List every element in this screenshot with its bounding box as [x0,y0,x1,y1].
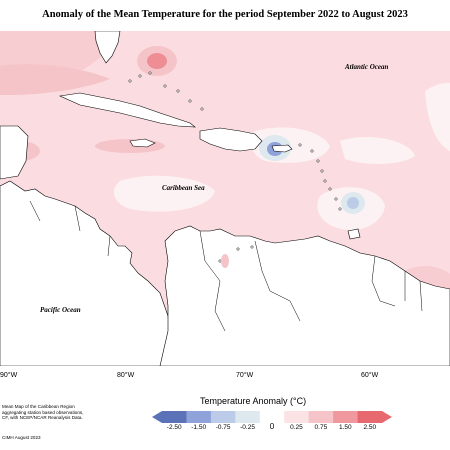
legend-tick-label: 1.50 [339,424,352,431]
legend-tick-label: -0.75 [215,424,231,431]
hispaniola-land [199,127,263,152]
lesser-antilles-neutral-area [340,136,415,164]
anomaly-map [0,31,450,366]
legend-segment [259,411,285,423]
legend-segment [357,411,383,423]
legend-tick-label: 0.75 [314,424,328,431]
legend-segment [186,411,212,423]
notes-line-3: CF, with NCEP/NCAR Reanalysis Data. [2,415,83,421]
central-caribbean-neutral-area [114,175,215,212]
longitude-label-90w: 90°W [0,372,18,379]
legend-segment [210,411,236,423]
longitude-label-60w: 60°W [361,372,379,379]
legend-tick-label: 2.50 [363,424,377,431]
warm-anomaly-maracaibo [221,254,229,268]
legend-cap-right [382,411,392,423]
longitude-label-80w: 80°W [117,372,135,379]
source-stamp: CIMH August 2023 [2,435,41,440]
legend-segment [162,411,187,423]
pacific-ocean-label: Pacific Ocean [40,306,81,314]
legend-segment [333,411,358,423]
florida-land [94,31,121,64]
south-america-land [159,225,450,366]
longitude-label-70w: 70°W [236,372,254,379]
legend-segment [308,411,334,423]
map-title: Anomaly of the Mean Temperature for the … [42,9,408,20]
anomaly-map-canvas [0,31,450,366]
gulf-warm-patch [0,64,110,96]
warm-anomaly-bahamas-core [147,53,167,69]
caribbean-sea-label: Caribbean Sea [162,184,205,192]
map-notes: Mean Map of the Caribbean Region aggrega… [2,404,83,421]
legend-tick-label: -0.25 [240,424,255,431]
land-masses [0,31,450,366]
legend-segment [284,411,309,423]
legend-segment [235,411,261,423]
far-east-neutral-area [425,82,450,151]
legend-tick-label: -1.50 [191,424,207,431]
legend-segments [152,411,392,423]
cuba-land [58,92,196,128]
cool-anomaly-windward-core [347,197,359,209]
legend-title: Temperature Anomaly (°C) [200,396,307,406]
notes-line-2: aggregating station based observations, [2,409,84,415]
jamaica-land [129,138,156,148]
puerto-rico-land [271,144,293,153]
legend-cap-left [152,411,162,423]
atlantic-ocean-label: Atlantic Ocean [345,63,389,71]
trinidad-land [347,228,361,240]
legend-tick-label: 0 [269,422,275,431]
color-scale-bar [152,411,392,423]
country-borders [29,200,423,332]
legend-tick-label: -2.50 [166,424,182,431]
notes-line-1: Mean Map of the Caribbean Region [2,404,75,409]
legend-tick-label: 0.25 [290,424,303,431]
yucatan-land [0,125,29,180]
